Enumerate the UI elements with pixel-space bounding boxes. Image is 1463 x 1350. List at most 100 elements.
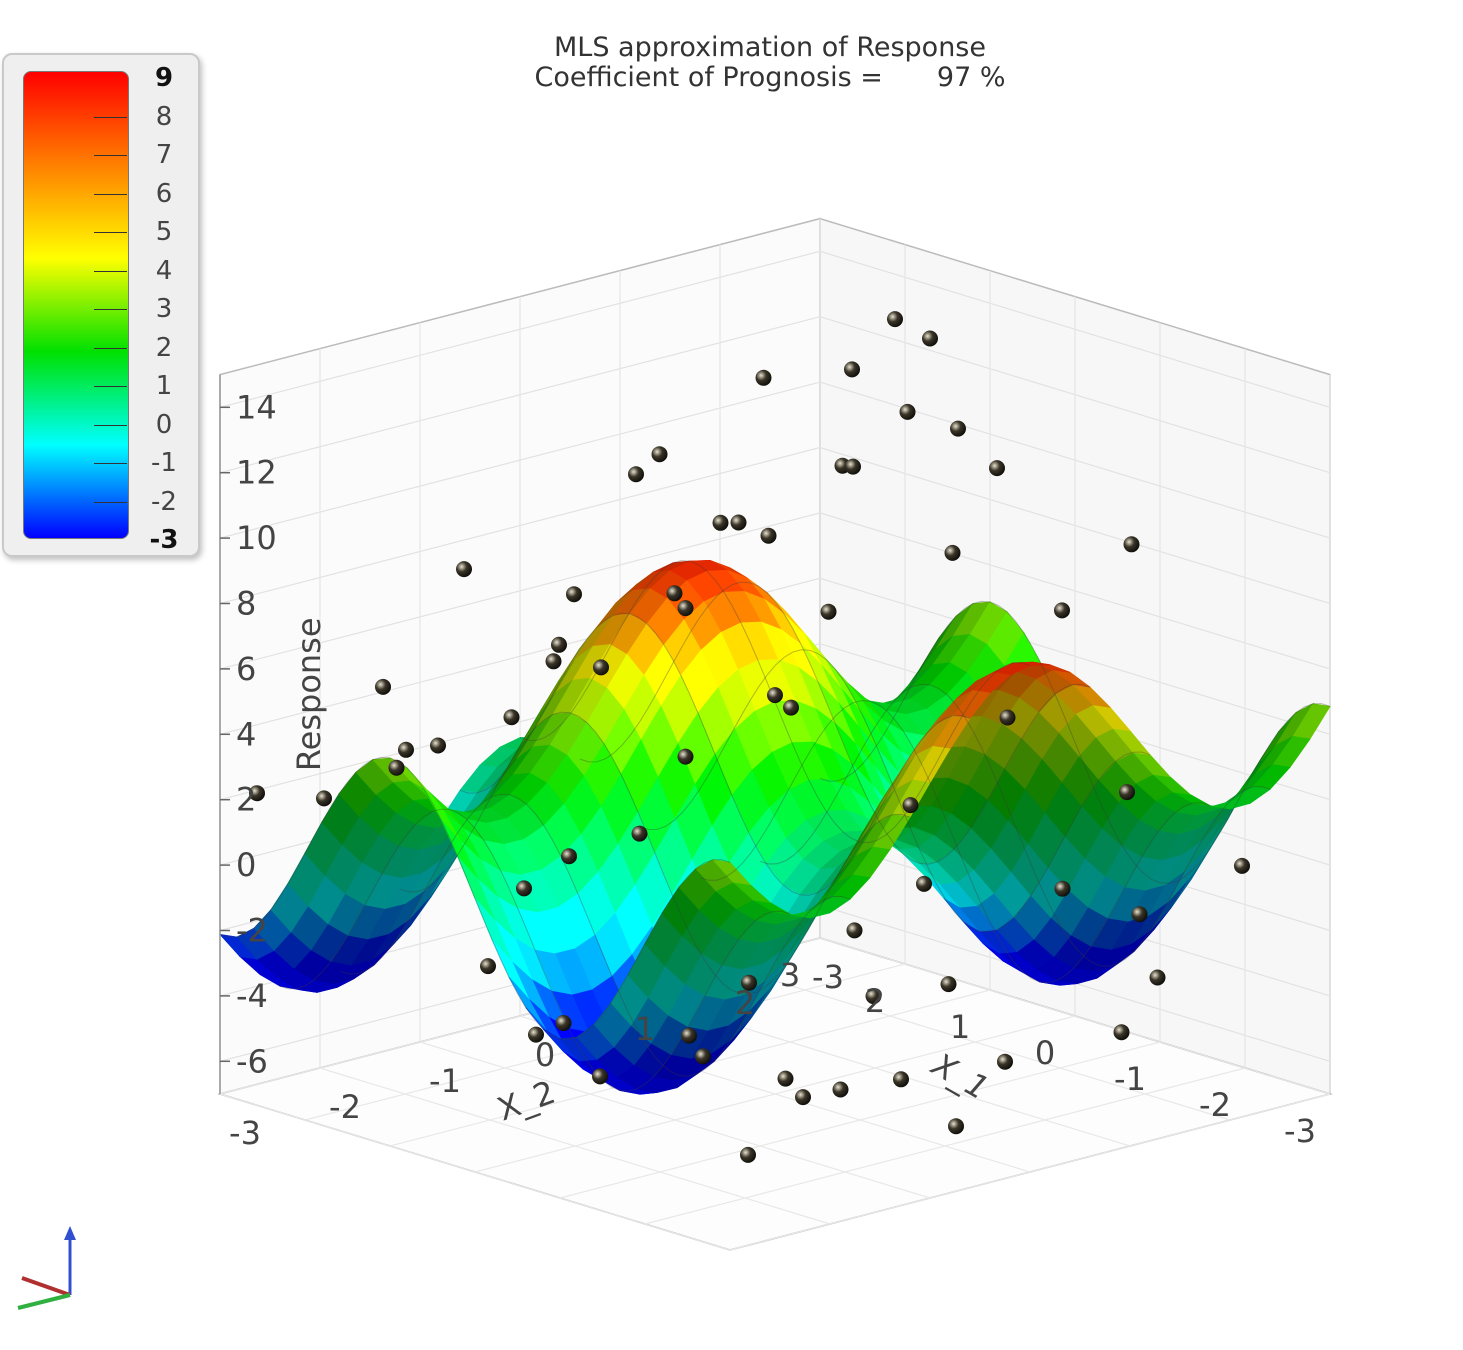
colorbar-tick-line (94, 270, 127, 272)
data-point (893, 1071, 909, 1088)
data-point (566, 586, 582, 603)
data-point (555, 1015, 572, 1031)
surface-contour (459, 612, 971, 896)
data-point (551, 636, 567, 653)
data-point (681, 1027, 697, 1044)
colorbar-tick-label: 8 (155, 101, 173, 132)
data-point (820, 603, 837, 620)
data-point (316, 790, 332, 807)
colorbar-tick-line (94, 386, 127, 387)
colorbar-tick-line (94, 116, 127, 118)
colorbar-gradient (23, 71, 129, 539)
colorbar-tick-label: -2 (151, 486, 177, 517)
data-point (795, 1089, 811, 1106)
colorbar-tick-label: 6 (155, 178, 173, 209)
data-point (545, 653, 562, 670)
data-point (997, 1053, 1013, 1070)
surface-contour (579, 581, 1091, 865)
data-point (730, 514, 747, 531)
data-point (1234, 857, 1250, 874)
orientation-triad-icon (17, 1226, 76, 1310)
data-point (832, 1081, 849, 1098)
surface-contour (819, 600, 1331, 884)
floor-grid (217, 937, 1333, 1251)
z-tick-label: 6 (236, 650, 256, 688)
colorbar-tick-line (94, 347, 127, 349)
data-point (846, 922, 863, 939)
surface-contour (759, 683, 1271, 967)
surface-contour (639, 649, 1151, 933)
data-point (677, 748, 694, 765)
surface-contour (219, 756, 731, 1040)
data-point (516, 880, 532, 897)
data-point (922, 330, 938, 347)
z-tick-label: -6 (236, 1042, 268, 1080)
z-tick-label: 0 (236, 846, 256, 884)
y-tick-label: -2 (329, 1088, 361, 1126)
colorbar-tick-label: 5 (155, 217, 173, 247)
colorbar-tick-label: 3 (155, 294, 173, 324)
triad-y (17, 1293, 71, 1310)
colorbar-tick-line (94, 463, 127, 464)
surface-contour (699, 700, 1211, 984)
data-point (503, 709, 520, 726)
data-point (1123, 536, 1140, 553)
data-point (783, 699, 799, 716)
subtitle-value: 97 % (936, 62, 1006, 93)
z-axis-title: Response (290, 617, 328, 771)
y-tick-label: -3 (812, 958, 844, 996)
surface-contour (399, 711, 911, 995)
z-tick-label: -4 (236, 977, 268, 1015)
colorbar-tick-line (94, 155, 127, 156)
data-point (950, 420, 966, 437)
y-tick-label: -3 (229, 1114, 261, 1152)
data-point (844, 361, 860, 378)
z-tick-label: 4 (236, 715, 256, 753)
z-tick-label: 10 (236, 519, 277, 557)
x-tick-label: 1 (950, 1008, 970, 1046)
colorbar-tick-line (94, 232, 127, 233)
data-point (760, 527, 777, 544)
y-tick-label: 2 (735, 984, 755, 1022)
data-point (999, 709, 1016, 726)
data-point (755, 369, 772, 386)
data-point (430, 737, 446, 754)
surface-contour (279, 808, 791, 1092)
chart-subtitle: Coefficient of Prognosis = 97 % (410, 63, 1130, 93)
data-point (631, 825, 648, 842)
colorbar-tick-line (94, 501, 127, 503)
sample-points (249, 311, 1250, 1163)
colorbar-tick-line (94, 424, 127, 426)
data-point (777, 1070, 794, 1087)
data-point (940, 976, 957, 993)
x-tick-label: 0 (1035, 1034, 1055, 1072)
data-point (456, 561, 472, 578)
data-point (712, 514, 729, 531)
z-tick-label: -2 (236, 912, 268, 950)
surface-patch (711, 859, 752, 886)
y-tick-label: 0 (535, 1036, 555, 1074)
y-tick-label: -1 (429, 1062, 461, 1100)
x-tick-label: -1 (1114, 1060, 1146, 1098)
data-point (375, 678, 391, 695)
chart-title: MLS approximation of Response (554, 32, 986, 63)
colorbar-legend: 9 8 7 6 5 4 3 2 1 0 -1 -2 -3 (2, 53, 200, 557)
z-tick-label: 14 (236, 388, 277, 426)
data-point (845, 458, 861, 475)
colorbar-tick-label: -3 (149, 525, 179, 555)
triad-x (21, 1276, 71, 1297)
floor-gridline (719, 963, 1231, 1121)
data-point (1113, 1024, 1130, 1041)
colorbar-tick-label: 9 (154, 63, 174, 93)
triad-z-head (64, 1226, 76, 1240)
data-point (740, 1146, 756, 1163)
data-point (887, 311, 903, 328)
subtitle-label: Coefficient of Prognosis = (534, 62, 883, 93)
data-point (388, 759, 405, 776)
data-point (628, 466, 644, 483)
x-tick-label: -2 (1199, 1086, 1231, 1124)
colorbar-tick-line (94, 309, 127, 310)
data-point (865, 988, 882, 1005)
data-point (592, 1068, 608, 1085)
x-tick-label: -3 (1284, 1112, 1316, 1150)
